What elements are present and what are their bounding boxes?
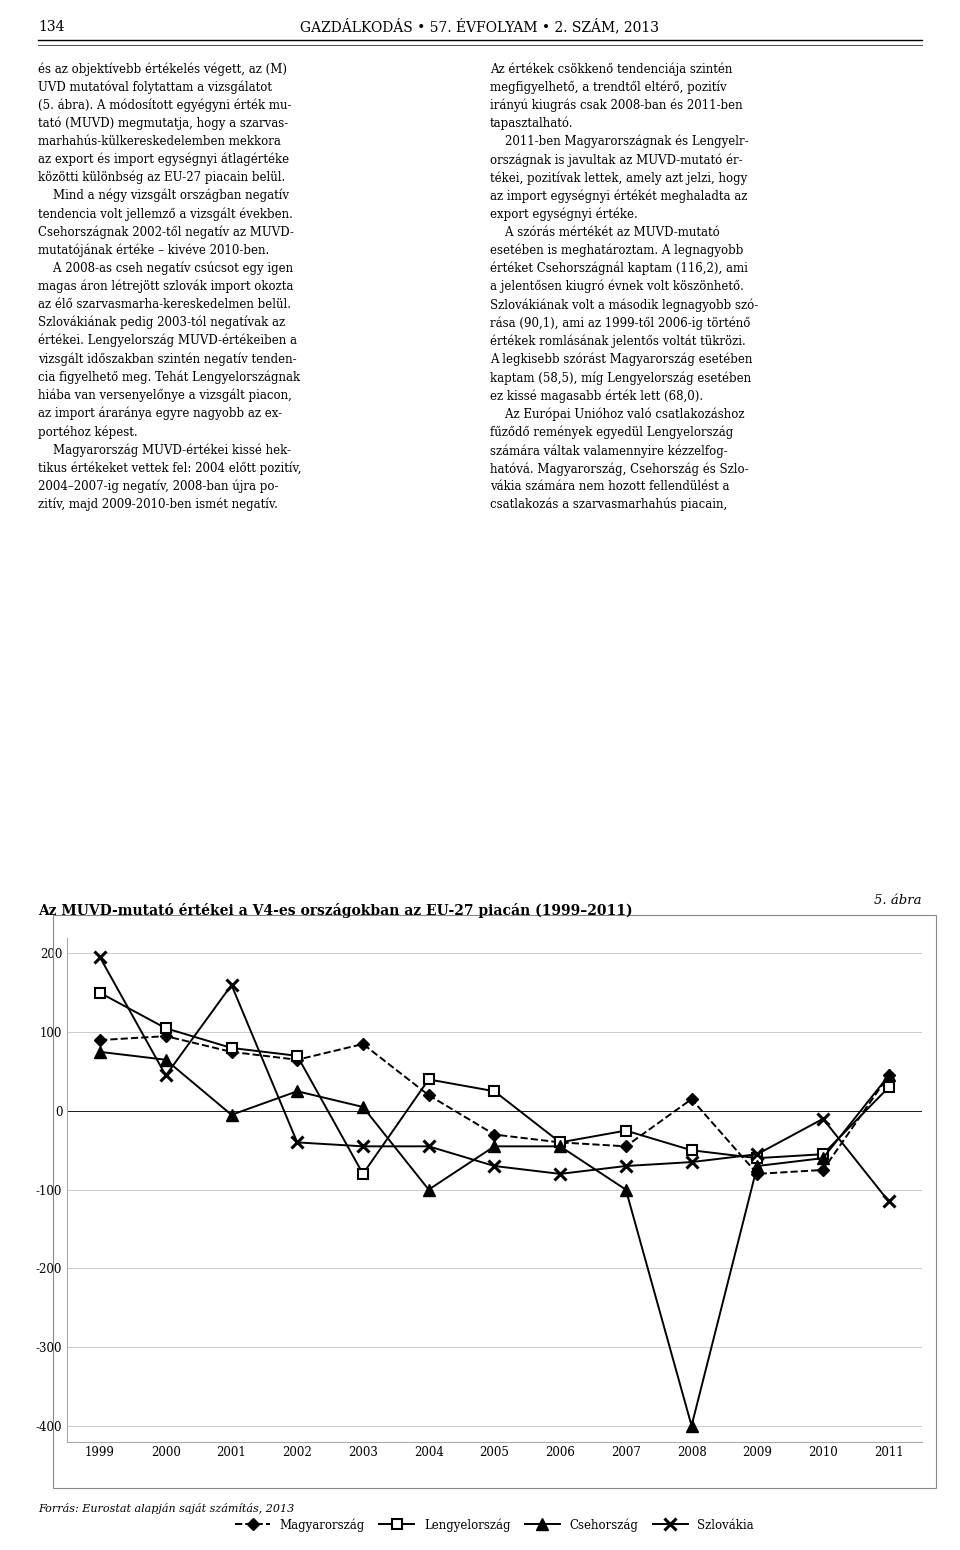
Text: Forrás: Eurostat alapján saját számítás, 2013: Forrás: Eurostat alapján saját számítás,… (38, 1504, 295, 1514)
Text: és az objektívebb értékelés végett, az (M)
UVD mutatóval folytattam a vizsgálato: és az objektívebb értékelés végett, az (… (38, 62, 301, 512)
Text: Az értékek csökkenő tendenciája szintén
megfigyelhető, a trendtől eltérő, pozití: Az értékek csökkenő tendenciája szintén … (490, 62, 757, 512)
Legend: Magyarország, Lengyelország, Csehország, Szlovákia: Magyarország, Lengyelország, Csehország,… (230, 1513, 758, 1536)
Text: 5. ábra: 5. ábra (875, 894, 922, 907)
Text: 134: 134 (38, 20, 65, 34)
Text: Az MUVD-mutató értékei a V4-es országokban az EU-27 piacán (1999–2011): Az MUVD-mutató értékei a V4-es országokb… (38, 902, 633, 918)
Text: GAZDÁLKODÁS • 57. ÉVFOLYAM • 2. SZÁM, 2013: GAZDÁLKODÁS • 57. ÉVFOLYAM • 2. SZÁM, 20… (300, 19, 660, 34)
